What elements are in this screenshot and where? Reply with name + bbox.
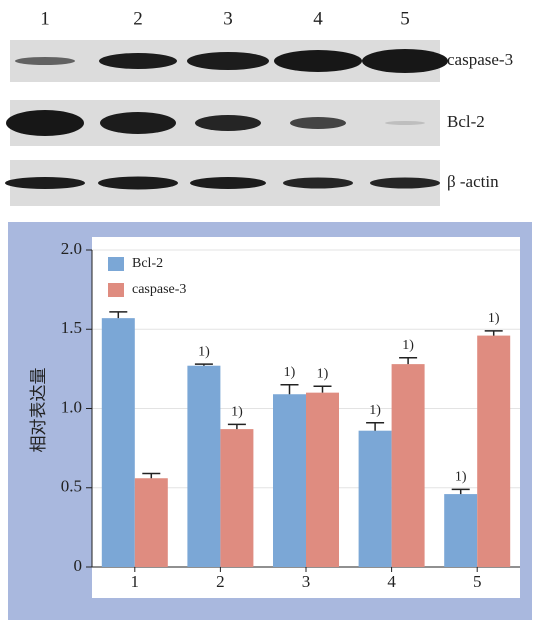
band xyxy=(283,178,353,189)
x-tick-label: 3 xyxy=(302,572,311,591)
row-label: caspase-3 xyxy=(447,50,513,69)
significance-marker: 1) xyxy=(455,470,467,485)
bar xyxy=(102,318,135,567)
y-tick-label: 1.0 xyxy=(61,397,82,416)
x-tick-label: 2 xyxy=(216,572,225,591)
legend-swatch xyxy=(108,257,124,271)
band xyxy=(5,177,85,189)
band xyxy=(195,115,261,131)
significance-marker: 1) xyxy=(317,367,329,382)
bar xyxy=(187,366,220,567)
lane-label: 4 xyxy=(313,8,323,29)
bar xyxy=(273,394,306,567)
x-tick-label: 4 xyxy=(387,572,396,591)
significance-marker: 1) xyxy=(488,311,500,326)
significance-marker: 1) xyxy=(198,344,210,359)
significance-marker: 1) xyxy=(402,338,414,353)
band xyxy=(370,178,440,189)
y-axis-label: 相对表达量 xyxy=(29,368,48,453)
band xyxy=(6,110,84,136)
bar xyxy=(392,364,425,567)
bar xyxy=(306,393,339,567)
band xyxy=(15,57,75,65)
bar xyxy=(135,478,168,567)
y-tick-label: 0.5 xyxy=(61,477,82,496)
band xyxy=(99,53,177,69)
band xyxy=(100,112,176,134)
bar xyxy=(444,494,477,567)
lane-label: 5 xyxy=(400,8,410,29)
significance-marker: 1) xyxy=(369,403,381,418)
legend-label: caspase-3 xyxy=(132,282,186,297)
lane-label: 3 xyxy=(223,8,233,29)
x-tick-label: 5 xyxy=(473,572,482,591)
row-label: Bcl-2 xyxy=(447,112,485,131)
lane-label: 1 xyxy=(40,8,50,29)
band xyxy=(290,117,346,129)
band xyxy=(274,50,362,72)
band xyxy=(385,121,425,125)
x-tick-label: 1 xyxy=(131,572,140,591)
row-label: β -actin xyxy=(447,172,499,191)
bar xyxy=(477,336,510,567)
y-tick-label: 0 xyxy=(74,556,83,575)
y-tick-label: 2.0 xyxy=(61,239,82,258)
y-tick-label: 1.5 xyxy=(61,318,82,337)
significance-marker: 1) xyxy=(231,405,243,420)
legend-label: Bcl-2 xyxy=(132,256,163,271)
band xyxy=(362,49,448,73)
band xyxy=(190,177,266,189)
legend-swatch xyxy=(108,283,124,297)
band xyxy=(98,177,178,190)
bar xyxy=(359,431,392,567)
lane-label: 2 xyxy=(133,8,143,29)
bar xyxy=(220,429,253,567)
significance-marker: 1) xyxy=(284,365,296,380)
band xyxy=(187,52,269,70)
figure: 相对表达量 1 2 3 4 5 caspase-3 Bcl-2 β -actin 0 0.5 1.0… xyxy=(0,0,538,622)
